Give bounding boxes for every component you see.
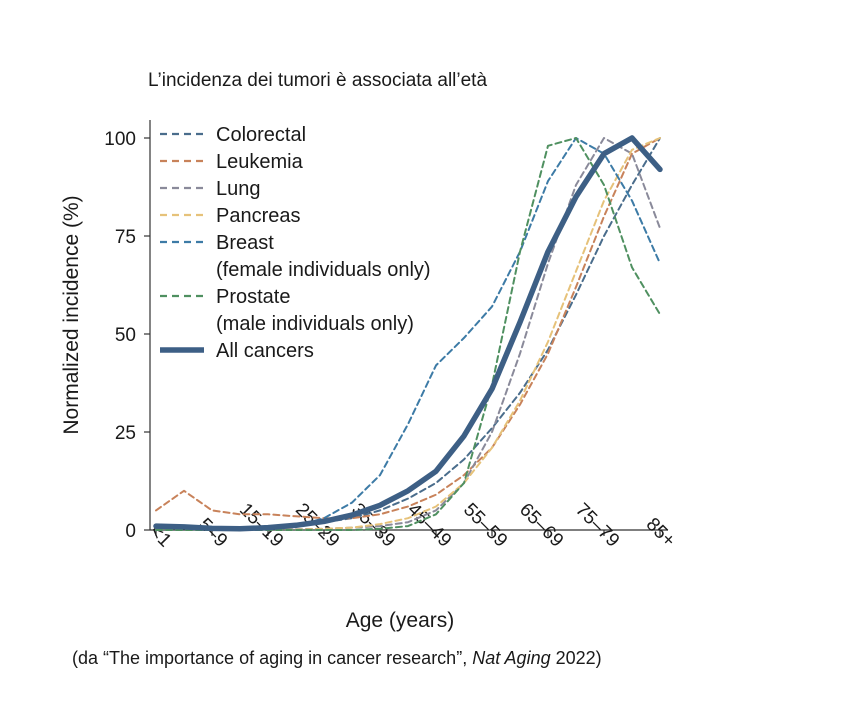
source-suffix: 2022)	[550, 648, 602, 668]
x-ticks: <1 5–9 15–19 25–29 35–39 45–49 55–59 65–69 75–79…	[145, 499, 679, 551]
source-prefix: (da “The importance of aging in cancer r…	[72, 648, 473, 668]
legend-label-pancreas: Pancreas	[216, 205, 301, 227]
legend-label-leukemia: Leukemia	[216, 151, 304, 173]
y-ticks: 0 25 50 75 100	[104, 129, 150, 542]
x-tick-label: 75–79	[571, 499, 623, 551]
source-citation: (da “The importance of aging in cancer r…	[72, 648, 602, 669]
series-line-leukemia	[155, 137, 661, 520]
legend: Colorectal Leukemia Lung Pancreas Breast (fem…	[160, 124, 431, 362]
series-line-all-cancers	[153, 135, 663, 532]
legend-label-all-cancers: All cancers	[216, 340, 314, 362]
legend-label-prostate: Prostate	[216, 286, 290, 308]
x-tick-label: 55–59	[459, 499, 511, 551]
legend-label-colorectal: Colorectal	[216, 124, 306, 146]
x-tick-label: 5–9	[194, 514, 231, 551]
y-tick-label: 50	[115, 325, 136, 346]
legend-label-lung: Lung	[216, 178, 261, 200]
legend-label-breast: Breast	[216, 232, 274, 254]
series-lines	[153, 135, 663, 532]
source-journal: Nat Aging	[472, 648, 551, 668]
x-tick-label: 65–69	[515, 499, 567, 551]
y-tick-label: 75	[115, 227, 136, 248]
y-tick-label: 0	[125, 521, 136, 542]
chart-title: L’incidenza dei tumori è associata all’e…	[148, 70, 488, 91]
legend-sublabel-breast: (female individuals only)	[216, 259, 431, 281]
y-tick-label: 25	[115, 423, 136, 444]
x-tick-label: 85+	[642, 514, 680, 552]
y-tick-label: 100	[104, 129, 136, 150]
legend-sublabel-prostate: (male individuals only)	[216, 313, 414, 335]
y-axis-label: Normalized incidence (%)	[60, 195, 83, 434]
x-axis-label: Age (years)	[346, 609, 455, 632]
